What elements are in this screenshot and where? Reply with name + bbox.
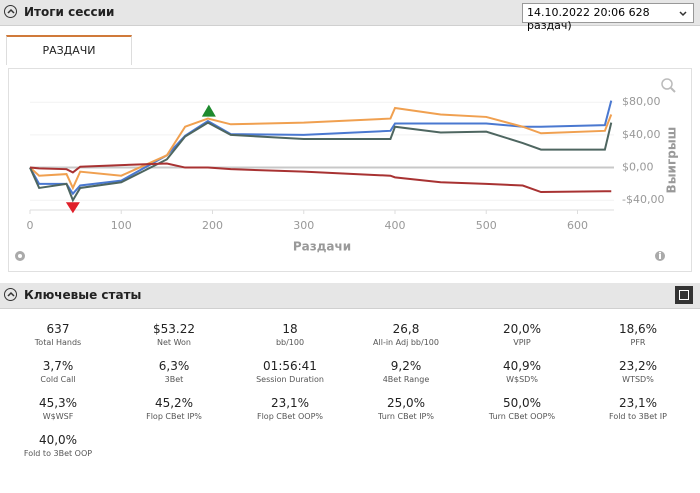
stat: 9,2% 4Bet Range	[348, 359, 464, 384]
stat-label: PFR	[630, 338, 646, 347]
x-tick-label: 600	[567, 219, 588, 232]
zoom-icon[interactable]	[661, 78, 676, 93]
stat-value: 6,3%	[158, 359, 190, 373]
stat-label: Cold Call	[40, 375, 76, 384]
stat-label: 4Bet Range	[382, 375, 430, 384]
stat-label: WTSD%	[622, 375, 654, 384]
stat: 20,0% VPIP	[464, 322, 580, 347]
collapse-button[interactable]	[4, 5, 17, 18]
y-tick-label: $80,00	[622, 95, 661, 108]
stat-label: W$SD%	[506, 375, 538, 384]
tab[interactable]: РАЗДАЧИ	[6, 35, 132, 65]
stat: 6,3% 3Bet	[116, 359, 232, 384]
stat: 45,3% W$WSF	[0, 396, 116, 421]
stat-value: 23,1%	[270, 396, 310, 410]
stat-value: 23,1%	[618, 396, 658, 410]
stat-value: 18,6%	[618, 322, 658, 336]
stat-value: 40,0%	[38, 433, 78, 447]
series-line	[29, 162, 612, 194]
collapse-button[interactable]	[4, 288, 17, 301]
stat: 23,1% Fold to 3Bet IP	[580, 396, 696, 421]
stats-grid: 637 Total Hands $53.22 Net Won 18 bb/100 26,8 A…	[0, 322, 700, 458]
header-title: Итоги сессии	[24, 5, 115, 19]
stat-label: Flop CBet IP%	[146, 412, 202, 421]
chart-panel	[8, 68, 692, 272]
stat-label: Total Hands	[34, 338, 82, 347]
series-line	[29, 106, 613, 191]
x-axis-label: Раздачи	[293, 240, 351, 254]
stat-value: 9,2%	[390, 359, 422, 373]
stat-value: $53.22	[153, 322, 195, 336]
session-header: Итоги сессии 14.10.2022 20:06 628 раздач…	[0, 0, 700, 32]
stat-label: 3Bet	[164, 375, 184, 384]
stat-value: 20,0%	[502, 322, 542, 336]
stat-value: 3,7%	[42, 359, 74, 373]
stat-label: VPIP	[513, 338, 531, 347]
stat-value: 40,9%	[502, 359, 542, 373]
x-tick-label: 400	[385, 219, 406, 232]
stat: 40,9% W$SD%	[464, 359, 580, 384]
stat: 25,0% Turn CBet IP%	[348, 396, 464, 421]
stat: 18 bb/100	[232, 322, 348, 347]
x-tick-label: 500	[476, 219, 497, 232]
stat: 23,1% Flop CBet OOP%	[232, 396, 348, 421]
x-tick-label: 100	[111, 219, 132, 232]
stat-value: 637	[46, 322, 70, 336]
stat-label: Fold to 3Bet IP	[609, 412, 667, 421]
stat-value: 26,8	[392, 322, 420, 336]
stat: 40,0% Fold to 3Bet OOP	[0, 433, 116, 458]
stat-value: 23,2%	[618, 359, 658, 373]
y-tick-label: -$40,00	[622, 193, 664, 206]
x-tick-label: 0	[27, 219, 34, 232]
stat-value: 25,0%	[386, 396, 426, 410]
series-line	[29, 121, 613, 203]
stat-value: 01:56:41	[263, 359, 317, 373]
stat-label: All-in Adj bb/100	[373, 338, 439, 347]
stat: 01:56:41 Session Duration	[232, 359, 348, 384]
stat-label: Net Won	[157, 338, 191, 347]
settings-icon[interactable]	[15, 251, 25, 261]
session-dropdown[interactable]: 14.10.2022 20:06 628 раздач)	[522, 3, 694, 32]
stat: 637 Total Hands	[0, 322, 116, 347]
max-marker	[201, 104, 216, 117]
series-line	[29, 100, 613, 196]
stat-label: Turn CBet IP%	[378, 412, 434, 421]
stat-label: Flop CBet OOP%	[256, 412, 324, 421]
stat-value: 50,0%	[502, 396, 542, 410]
stats-header: Ключевые статы	[0, 283, 700, 309]
chart: $80,00 $40,00 $0,00 -$40,00 0 100 200 300 400 500…	[15, 78, 679, 261]
y-tick-label: $40,00	[622, 128, 661, 141]
y-axis-label: Выигрыш	[665, 127, 679, 194]
stat-label: bb/100	[275, 338, 305, 347]
stat-label: Fold to 3Bet OOP	[23, 449, 93, 458]
y-tick-label: $0,00	[622, 161, 654, 174]
stat-label: W$WSF	[42, 412, 74, 421]
stat-label: Session Duration	[256, 375, 324, 384]
info-icon[interactable]	[655, 251, 665, 261]
stat-value: 18	[282, 322, 298, 336]
stat-label: Turn CBet OOP%	[488, 412, 556, 421]
stat: 23,2% WTSD%	[580, 359, 696, 384]
stat: $53.22 Net Won	[116, 322, 232, 347]
layout-button[interactable]	[675, 286, 693, 304]
stat: 45,2% Flop CBet IP%	[116, 396, 232, 421]
stat: 3,7% Cold Call	[0, 359, 116, 384]
stat-value: 45,3%	[38, 396, 78, 410]
stat-value: 45,2%	[154, 396, 194, 410]
x-tick-label: 300	[293, 219, 314, 232]
x-tick-label: 200	[202, 219, 223, 232]
stat: 18,6% PFR	[580, 322, 696, 347]
stat: 50,0% Turn CBet OOP%	[464, 396, 580, 421]
stats-title: Ключевые статы	[24, 288, 142, 302]
min-marker	[65, 202, 80, 214]
stat: 26,8 All-in Adj bb/100	[348, 322, 464, 347]
session-label: 14.10.2022 20:06 628 раздач)	[527, 6, 650, 32]
